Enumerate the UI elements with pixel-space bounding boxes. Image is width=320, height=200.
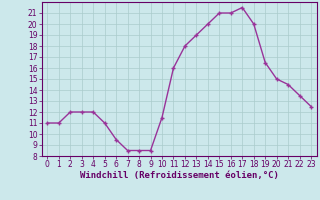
X-axis label: Windchill (Refroidissement éolien,°C): Windchill (Refroidissement éolien,°C) <box>80 171 279 180</box>
